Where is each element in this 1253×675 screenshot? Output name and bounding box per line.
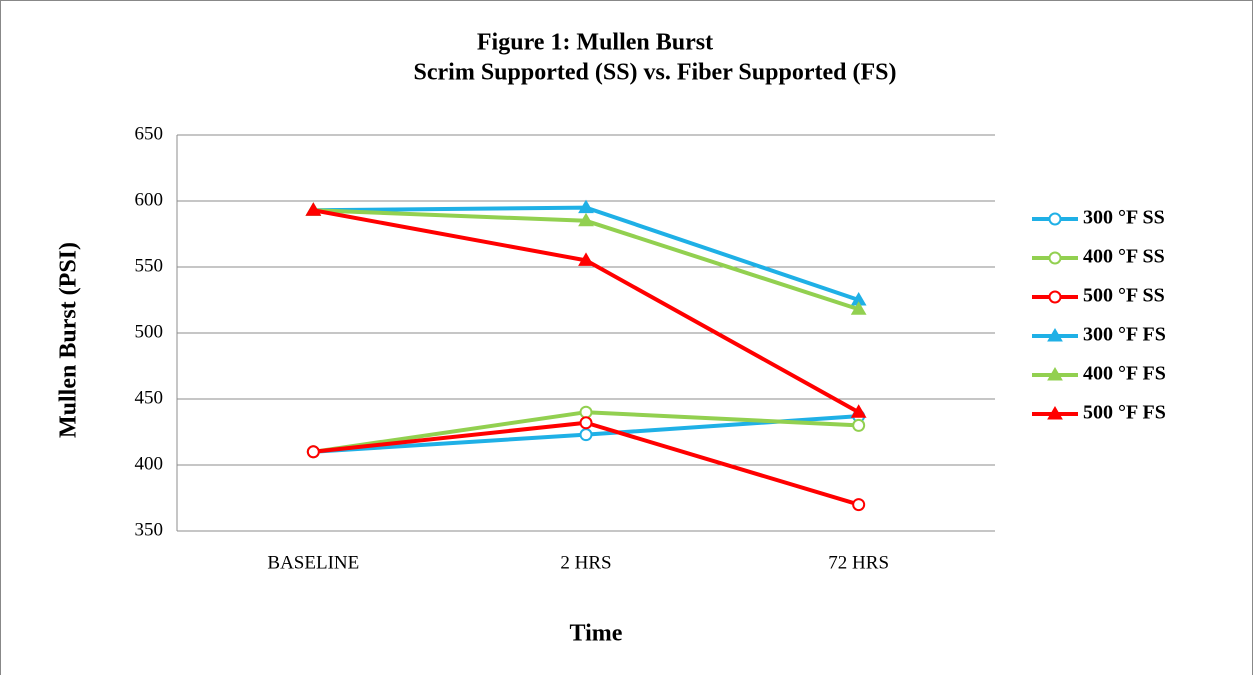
y-tick-label: 350 [135,519,164,540]
legend-label: 300 °F FS [1083,324,1166,346]
legend-marker [1048,212,1062,226]
point-marker [306,445,320,459]
point-marker [305,202,322,216]
y-tick-label: 450 [135,387,164,408]
x-tick-label: 72 HRS [828,552,889,573]
point-marker [579,428,593,442]
legend-label: 300 °F SS [1083,207,1165,229]
x-axis-label: Time [570,621,623,647]
legend-label: 400 °F FS [1083,363,1166,385]
chart-subtitle: Scrim Supported (SS) vs. Fiber Supported… [414,60,897,86]
legend-marker [1048,290,1062,304]
y-tick-label: 550 [135,255,164,276]
y-tick-label: 500 [135,321,164,342]
point-marker [578,212,594,227]
legend-label: 400 °F SS [1083,246,1165,268]
x-tick-label: 2 HRS [560,552,611,573]
legend-marker [1047,367,1063,381]
point-marker [578,252,594,266]
point-marker [579,416,593,430]
legend-marker [1048,251,1062,265]
y-tick-label: 400 [135,453,164,474]
point-marker [852,418,866,432]
y-tick-label: 600 [135,189,164,210]
chart-title: Figure 1: Mullen Burst [477,30,713,56]
x-tick-label: BASELINE [267,552,359,573]
point-marker [850,301,867,315]
point-marker [579,405,593,419]
legend-marker [1047,406,1063,420]
point-marker [852,498,866,512]
point-marker [578,199,594,214]
legend-marker [1047,328,1063,342]
y-tick-label: 650 [135,123,164,144]
legend-label: 500 °F FS [1083,402,1166,424]
y-axis-label: Mullen Burst (PSI) [56,242,82,438]
legend-label: 500 °F SS [1083,285,1165,307]
point-marker [850,404,867,418]
series-line [312,208,860,414]
